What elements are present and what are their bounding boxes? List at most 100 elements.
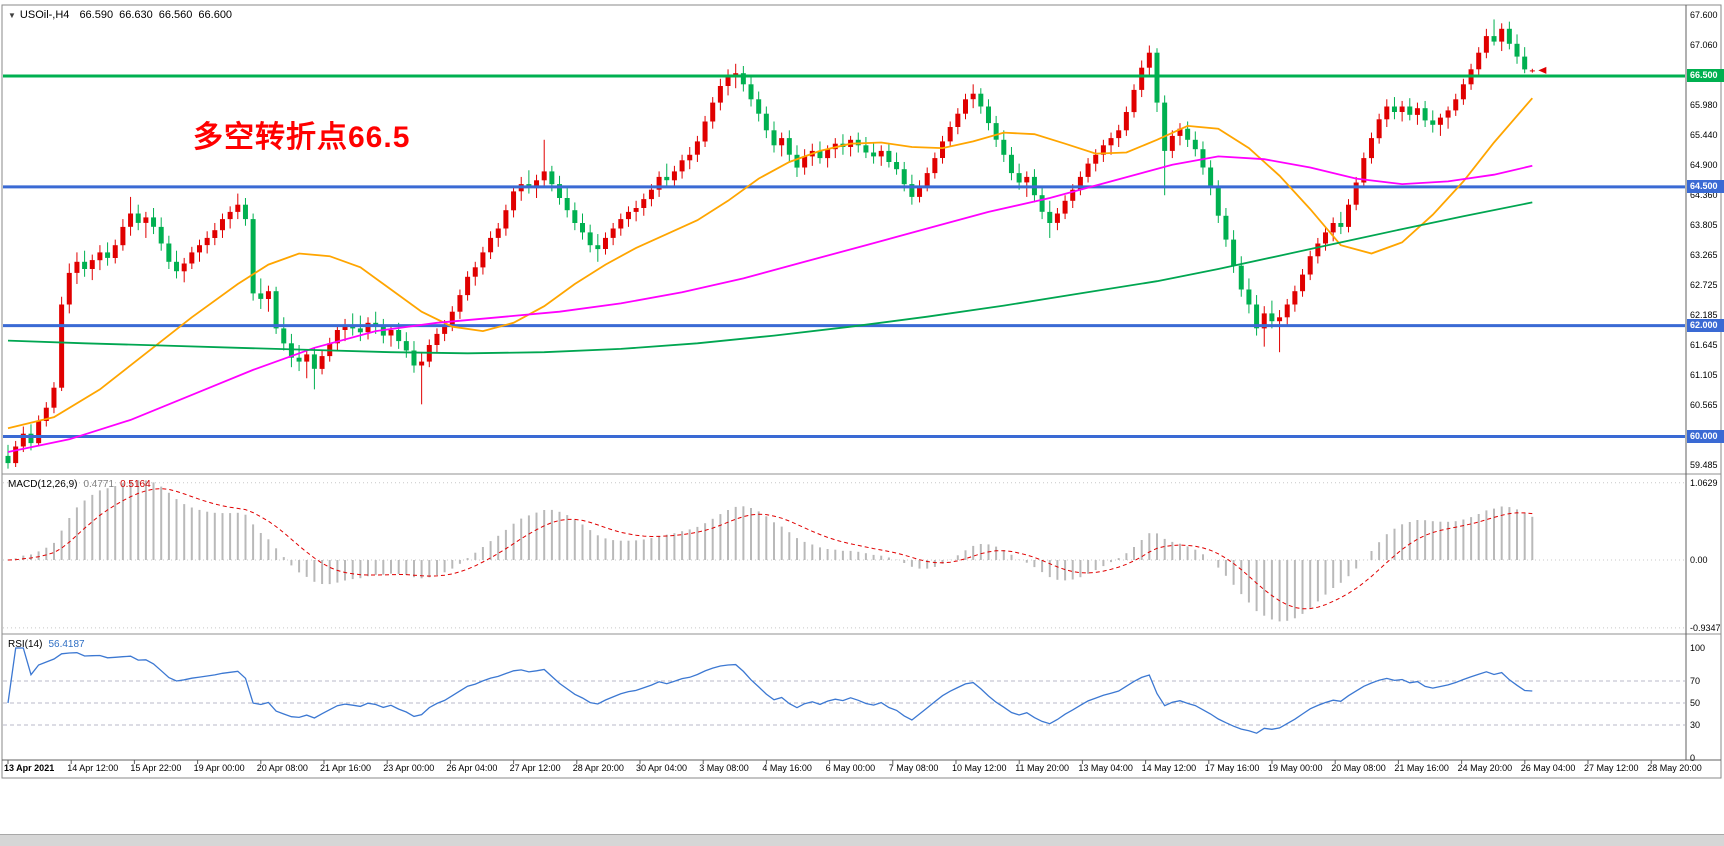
candle-body — [1323, 232, 1329, 244]
candle-body — [342, 324, 348, 330]
macd-signal-value: 0.5164 — [120, 479, 151, 490]
candle-body — [311, 354, 317, 369]
candle-body — [442, 325, 448, 334]
candle-body — [602, 237, 608, 249]
annotation-text: 多空转折点66.5 — [193, 121, 411, 154]
candle-body — [97, 252, 103, 261]
candle-body — [970, 93, 976, 100]
candle-body — [219, 219, 225, 231]
candle-body — [633, 208, 639, 212]
candle-body — [901, 169, 907, 185]
candle-body — [1108, 138, 1114, 146]
candle-body — [625, 211, 631, 220]
candle-body — [36, 421, 42, 444]
candle-body — [1238, 265, 1244, 290]
candle-body — [396, 330, 402, 342]
candle-body — [985, 106, 991, 124]
candle-body — [1353, 182, 1359, 205]
candle-body — [1100, 145, 1106, 155]
candle-body — [825, 149, 831, 159]
candle-body — [610, 228, 616, 238]
candle-body — [549, 171, 555, 185]
candle-body — [1123, 112, 1129, 131]
candle-body — [771, 130, 777, 146]
symbol-timeframe: USOil-,H4 — [19, 9, 70, 21]
rsi-indicator-name: RSI(14) — [8, 639, 43, 650]
candle-body — [940, 141, 946, 158]
candle-body — [250, 219, 256, 294]
candle-body — [1391, 106, 1397, 112]
candle-body — [511, 191, 517, 211]
candle-body — [189, 252, 195, 264]
candle-body — [1215, 188, 1221, 216]
candle-body — [82, 261, 88, 269]
ohlc-low: 66.560 — [158, 9, 193, 21]
candle-body — [457, 295, 463, 312]
candle-body — [66, 272, 72, 305]
candle-body — [204, 237, 210, 246]
candle-body — [265, 291, 271, 299]
candle-body — [702, 121, 708, 142]
candle-body — [1177, 128, 1183, 136]
candle-body — [1024, 176, 1030, 183]
candle-body — [1476, 52, 1482, 70]
macd-label: MACD(12,26,9) 0.4771 0.5164 — [8, 479, 151, 490]
candle-body — [1039, 195, 1045, 212]
candle-body — [1368, 138, 1374, 159]
candle-body — [572, 210, 578, 223]
rsi-value: 56.4187 — [48, 639, 85, 650]
ohlc-close: 66.600 — [198, 9, 233, 21]
candle-body — [1330, 223, 1336, 233]
candle-body — [978, 93, 984, 107]
candle-body — [786, 138, 792, 155]
candle-body — [1307, 256, 1313, 275]
candle-body — [1231, 239, 1237, 266]
candle-body — [656, 176, 662, 190]
candle-body — [388, 330, 394, 336]
candle-body — [357, 328, 363, 333]
candle-body — [963, 99, 968, 114]
candle-body — [917, 185, 923, 197]
chart-frame — [1, 4, 1722, 779]
candle-body — [258, 293, 264, 299]
candle-body — [1407, 106, 1413, 115]
candle-body — [886, 150, 892, 162]
candle-body — [679, 160, 685, 172]
candle-body — [403, 341, 409, 351]
candle-body — [1483, 36, 1489, 53]
candle-body — [993, 123, 999, 140]
candle-body — [166, 243, 172, 262]
ma-medium-line — [7, 155, 1533, 453]
candle-body — [419, 361, 425, 366]
candle-body — [158, 226, 164, 244]
candle-body — [802, 156, 808, 168]
candle-body — [641, 199, 647, 208]
candle-body — [725, 77, 731, 86]
candle-body — [863, 145, 869, 153]
candle-body — [909, 184, 915, 197]
candle-body — [411, 350, 417, 366]
candle-body — [128, 213, 134, 227]
candle-body — [1522, 56, 1528, 70]
candle-body — [924, 173, 930, 186]
candle-body — [281, 328, 287, 344]
candle-body — [74, 261, 80, 273]
candle-body — [1162, 102, 1168, 151]
candle-body — [1223, 215, 1229, 240]
candle-body — [1077, 176, 1083, 190]
candle-body — [1139, 67, 1145, 90]
candle-body — [1016, 173, 1022, 183]
candle-body — [955, 113, 961, 127]
macd-indicator-name: MACD(12,26,9) — [8, 479, 78, 490]
candle-body — [595, 245, 601, 250]
candle-body — [273, 291, 279, 329]
candle-body — [1514, 43, 1520, 57]
collapse-icon[interactable]: ▼ — [8, 11, 16, 20]
candle-body — [472, 267, 478, 277]
candle-body — [763, 113, 769, 131]
candle-body — [1001, 139, 1007, 155]
candle-body — [1529, 70, 1535, 72]
candle-body — [365, 322, 371, 333]
candle-body — [717, 86, 723, 103]
